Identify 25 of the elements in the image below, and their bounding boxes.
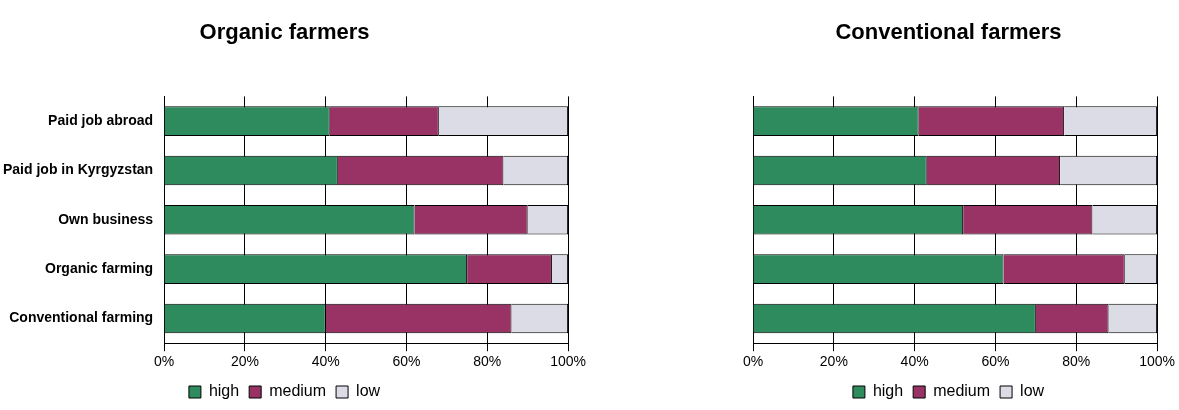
x-tick-label: 40% (900, 353, 929, 370)
x-tick-label: 0% (154, 353, 175, 370)
x-tick-label: 0% (742, 353, 764, 370)
legend-label: low (356, 382, 381, 400)
legend-label: medium (269, 382, 327, 400)
y-tick-label: Paid job in Kyrgyzstan (3, 161, 154, 178)
x-tick-label: 20% (819, 353, 848, 370)
x-tick-label: 80% (1062, 353, 1091, 370)
x-tick-label: 80% (473, 353, 502, 370)
legend-label: low (1020, 382, 1045, 400)
legend-label: high (208, 382, 240, 400)
legend-label: medium (933, 382, 991, 400)
y-tick-label: Own business (58, 210, 154, 227)
chart-title: Conventional farmers (835, 19, 1062, 45)
y-tick-label: Conventional farming (9, 309, 154, 326)
y-tick-label: Organic farming (45, 260, 154, 277)
legend-label: high (872, 382, 904, 400)
y-tick-label: Paid job abroad (48, 111, 154, 128)
x-tick-label: 100% (550, 353, 586, 370)
x-tick-label: 40% (311, 353, 340, 370)
x-tick-label: 100% (1139, 353, 1175, 370)
chart-title: Organic farmers (199, 19, 370, 45)
x-tick-label: 60% (981, 353, 1010, 370)
x-tick-label: 20% (230, 353, 259, 370)
x-tick-label: 60% (392, 353, 421, 370)
